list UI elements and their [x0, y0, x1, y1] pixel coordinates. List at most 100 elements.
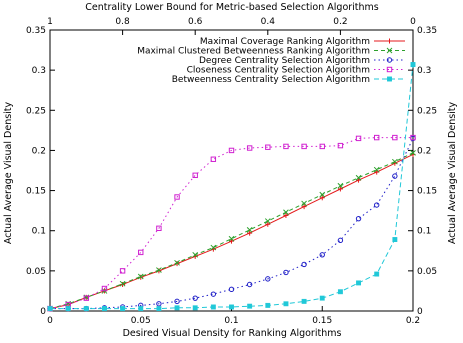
filled-square-marker: [229, 304, 234, 310]
x-tick-label: 0.1: [224, 316, 238, 326]
filled-square-marker: [387, 76, 392, 82]
cross-marker: [283, 209, 289, 216]
square-marker: [265, 144, 271, 150]
circle-marker: [319, 252, 325, 258]
filled-square-marker: [210, 304, 216, 310]
right-y-axis-label: Actual Average Visual Density: [447, 101, 458, 244]
right-y-tick-label: 0.25: [417, 106, 437, 116]
square-marker: [228, 147, 235, 154]
filled-square-marker: [156, 306, 162, 312]
circle-marker: [374, 202, 380, 208]
square-marker: [83, 295, 89, 301]
square-marker: [101, 285, 108, 292]
cross-marker: [228, 235, 235, 242]
plus-marker: [229, 238, 234, 244]
filled-square-marker: [392, 237, 398, 242]
circle-marker: [174, 298, 180, 305]
filled-square-marker: [356, 280, 362, 286]
square-marker: [283, 143, 289, 150]
right-y-tick-label: 0.35: [417, 26, 437, 36]
filled-square-marker: [319, 295, 325, 301]
x-tick-label: 0.05: [131, 316, 151, 326]
circle-marker: [156, 301, 162, 307]
plus-marker: [319, 195, 325, 201]
series-line: [49, 152, 414, 310]
legend-item-4: Closeness Centrality Selection Algorithm: [187, 66, 405, 76]
cross-marker: [174, 259, 180, 266]
right-y-tick-label: 0.2: [417, 146, 431, 156]
cross-marker: [137, 273, 144, 280]
filled-square-marker: [192, 305, 198, 311]
y-tick-label: 0.3: [32, 66, 46, 76]
filled-square-marker: [47, 306, 53, 312]
legend-label: Betweenness Centrality Selection Algorit…: [172, 75, 370, 85]
circle-marker: [228, 286, 235, 293]
legend-label: Maximal Coverage Ranking Algorithm: [200, 37, 370, 47]
circle-marker: [246, 281, 253, 288]
plus-marker: [247, 230, 253, 236]
y-tick-label: 0.25: [26, 106, 46, 116]
cross-marker: [373, 166, 380, 173]
cross-marker: [119, 280, 126, 287]
x-axis-label: Desired Visual Density for Ranking Algor…: [123, 328, 342, 339]
filled-square-marker: [283, 301, 289, 307]
x-tick-label: 0.2: [406, 316, 420, 326]
right-y-tick-label: 0.15: [417, 187, 437, 197]
square-marker: [319, 143, 325, 150]
legend-item-5: Betweenness Centrality Selection Algorit…: [172, 75, 405, 85]
filled-square-marker: [410, 62, 416, 67]
circle-marker: [392, 173, 398, 179]
circle-marker: [192, 295, 198, 301]
square-marker: [337, 142, 344, 149]
top-x-tick-label: 0.2: [333, 17, 347, 27]
square-marker: [174, 194, 180, 200]
legend-label: Degree Centrality Selection Algorithm: [199, 56, 370, 66]
filled-square-marker: [301, 298, 307, 304]
legend-label: Maximal Clustered Betweenness Ranking Al…: [137, 47, 370, 57]
legend-item-1: Maximal Coverage Ranking Algorithm: [200, 37, 405, 47]
square-marker: [119, 268, 126, 274]
top-x-tick-label: 0.4: [261, 17, 276, 27]
cross-marker: [156, 267, 162, 273]
series-5: [47, 62, 416, 312]
square-marker: [386, 66, 393, 73]
square-marker: [301, 143, 307, 150]
top-x-tick-label: 1: [47, 17, 53, 27]
top-x-tick-label: 0.8: [115, 17, 130, 27]
filled-square-marker: [337, 289, 343, 295]
legend-item-3: Degree Centrality Selection Algorithm: [199, 56, 405, 66]
cross-marker: [264, 218, 271, 224]
axes: 0 0.05 0.1 0.15 0.21 0.8 0.6 0.4 0.2 000.050.10.1…: [26, 17, 437, 326]
square-marker: [410, 134, 416, 141]
series-lines: [47, 62, 416, 312]
circle-marker: [355, 215, 362, 222]
cross-marker: [210, 244, 217, 251]
right-y-tick-label: 0.05: [417, 267, 437, 277]
top-x-tick-label: 0.6: [188, 17, 203, 27]
square-marker: [246, 145, 253, 151]
filled-square-marker: [374, 271, 380, 277]
y-tick-label: 0.1: [32, 227, 46, 237]
y-tick-label: 0: [40, 307, 46, 317]
y-tick-label: 0.2: [32, 146, 46, 156]
right-y-tick-label: 0.1: [417, 227, 431, 237]
plus-marker: [337, 186, 343, 192]
circle-marker: [265, 276, 271, 282]
cross-marker: [192, 251, 199, 258]
square-marker: [355, 135, 362, 142]
circle-marker: [301, 261, 307, 268]
square-marker: [192, 172, 198, 179]
plus-marker: [265, 221, 271, 227]
cross-marker: [246, 227, 253, 233]
circle-marker: [210, 291, 217, 297]
cross-marker: [410, 149, 416, 156]
square-marker: [156, 225, 162, 232]
cross-marker: [391, 158, 398, 165]
plus-marker: [387, 38, 392, 44]
y-tick-label: 0.15: [26, 187, 46, 197]
plus-marker: [283, 212, 289, 218]
y-tick-label: 0.05: [26, 267, 46, 277]
x-tick-label: 0: [47, 316, 53, 326]
legend-label: Closeness Centrality Selection Algorithm: [187, 66, 370, 76]
